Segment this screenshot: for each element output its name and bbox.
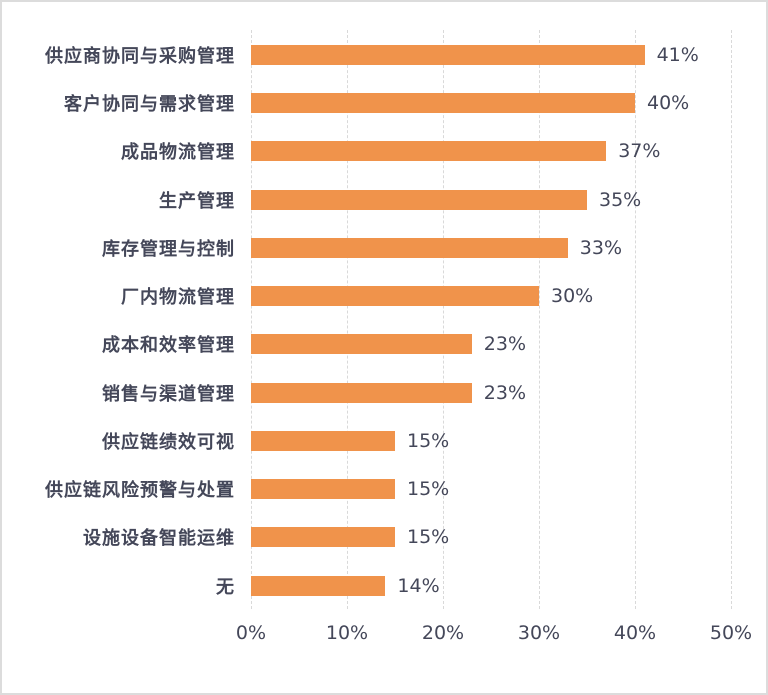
x-axis-tick-label: 10%	[325, 622, 369, 644]
x-axis-tick-label: 50%	[709, 622, 753, 644]
category-label: 成品物流管理	[121, 142, 235, 164]
gridline	[539, 30, 540, 609]
gridline	[731, 30, 732, 609]
value-label: 23%	[483, 381, 527, 404]
category-label: 成本和效率管理	[102, 335, 235, 357]
category-label: 无	[216, 576, 235, 598]
x-axis-tick-label: 20%	[421, 622, 465, 644]
bar	[251, 382, 472, 403]
x-axis-tick-label: 0%	[235, 622, 267, 644]
value-label: 37%	[618, 140, 661, 163]
bar	[251, 479, 395, 500]
value-label: 15%	[407, 526, 450, 549]
bar	[251, 93, 635, 114]
category-label: 销售与渠道管理	[102, 383, 235, 405]
category-label: 设施设备智能运维	[83, 528, 235, 550]
value-label: 30%	[551, 285, 594, 308]
category-label: 客户协同与需求管理	[64, 94, 235, 116]
bar	[251, 141, 607, 162]
category-label: 供应商协同与采购管理	[45, 46, 235, 67]
category-label: 厂内物流管理	[121, 287, 235, 309]
bar	[251, 237, 568, 258]
gridline	[635, 30, 636, 609]
category-label: 生产管理	[159, 190, 235, 212]
x-axis-tick-label: 40%	[613, 622, 657, 644]
bar	[251, 430, 395, 451]
category-label: 库存管理与控制	[102, 238, 235, 260]
gridline	[347, 30, 348, 609]
value-label: 40%	[647, 92, 690, 115]
value-label: 33%	[579, 236, 623, 259]
value-label: 14%	[397, 574, 440, 597]
value-label: 35%	[599, 188, 642, 211]
category-label: 供应链绩效可视	[102, 431, 235, 453]
category-label: 供应链风险预警与处置	[45, 480, 235, 502]
gridline	[251, 30, 252, 609]
value-label: 23%	[483, 333, 527, 356]
bar	[251, 286, 539, 307]
x-axis-tick-label: 30%	[517, 622, 561, 644]
value-label: 41%	[656, 44, 699, 66]
bar	[251, 189, 587, 210]
bar	[251, 575, 386, 596]
gridline	[443, 30, 444, 609]
value-label: 15%	[407, 429, 450, 452]
value-label: 15%	[407, 478, 450, 501]
bar	[251, 527, 395, 548]
bar	[251, 334, 472, 355]
bar	[251, 45, 645, 65]
